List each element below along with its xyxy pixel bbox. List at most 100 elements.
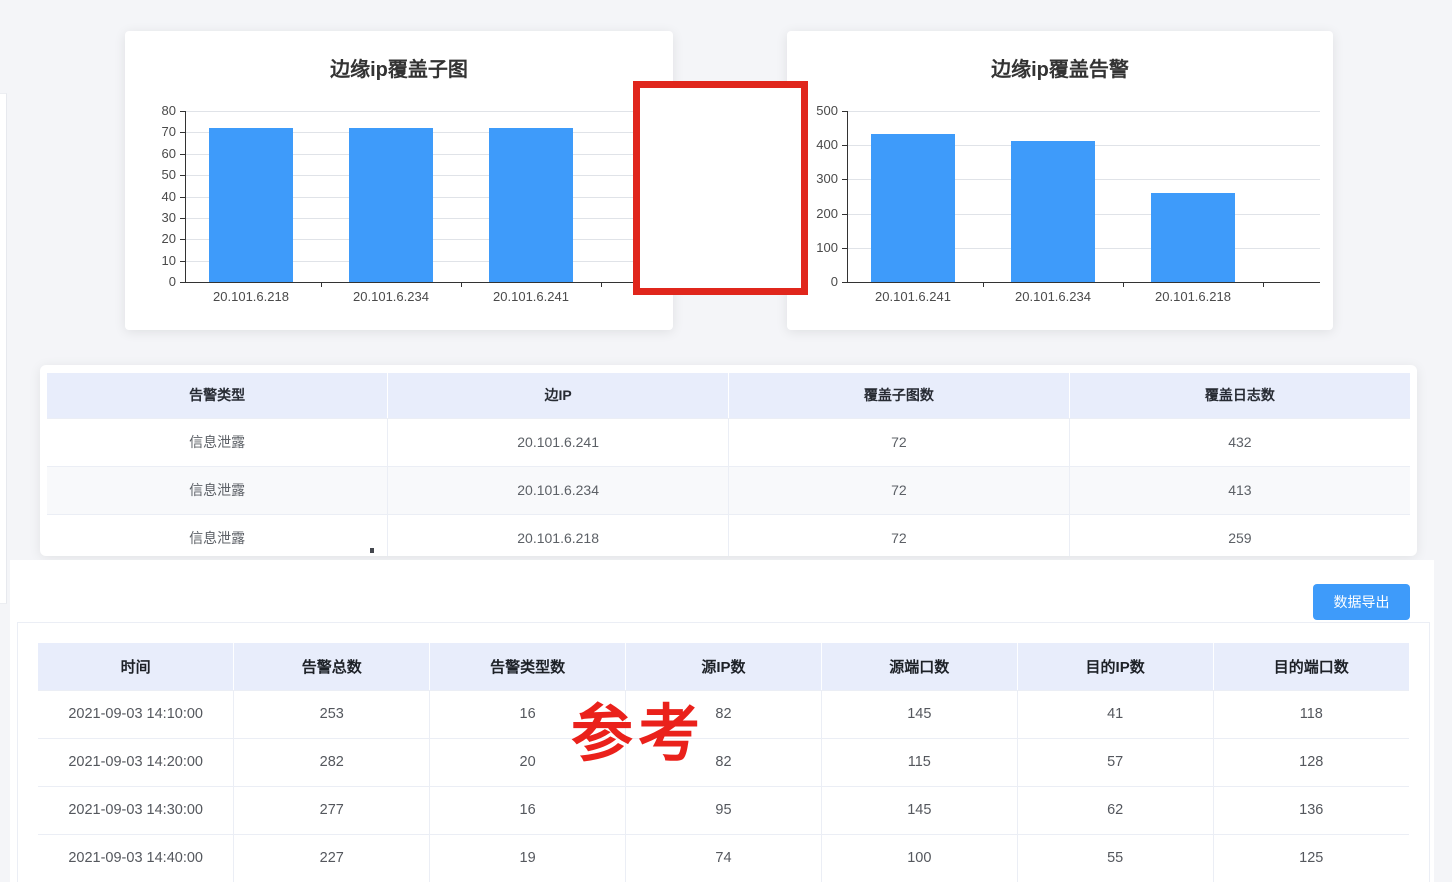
table-cell: 125 — [1213, 834, 1409, 882]
table-cell: 19 — [429, 834, 627, 882]
y-axis-label: 400 — [816, 137, 838, 153]
table-cell: 72 — [728, 418, 1070, 467]
column-header: 覆盖日志数 — [1069, 373, 1410, 419]
table-cell: 282 — [233, 738, 431, 787]
table-cell: 20.101.6.218 — [387, 514, 729, 556]
y-axis-label: 500 — [816, 103, 838, 118]
bar-chart-edge-ip-coverage-alerts[interactable]: 0 100 200 300 400 500 20.101.6.241 20.101.6.234… — [787, 31, 1333, 330]
stats-table: 时间 告警总数 告警类型数 源IP数 源端口数 目的IP数 目的端口数 2021-09-03 … — [38, 643, 1409, 882]
table-cell: 55 — [1017, 834, 1214, 882]
x-axis-label: 20.101.6.241 — [493, 289, 569, 304]
column-header: 目的端口数 — [1213, 643, 1409, 691]
x-axis-tick — [1263, 282, 1264, 287]
table-cell: 136 — [1213, 786, 1409, 835]
column-header: 源IP数 — [625, 643, 822, 691]
table-row: 信息泄露 20.101.6.234 72 413 — [47, 466, 1410, 515]
x-axis-label: 20.101.6.234 — [1015, 289, 1091, 304]
table-cell: 118 — [1213, 690, 1409, 739]
column-header: 时间 — [38, 643, 235, 691]
table-cell: 16 — [429, 690, 627, 739]
table-row: 2021-09-03 14:20:00 282 20 82 115 57 128 — [38, 738, 1409, 787]
table-cell: 253 — [233, 690, 431, 739]
x-axis-label: 20.101.6.234 — [353, 289, 429, 304]
table-cell: 2021-09-03 14:40:00 — [38, 834, 235, 882]
bar-chart-edge-ip-coverage-subgraph[interactable]: 0 10 20 30 40 50 60 70 80 20.101.6.218 20.101.6.23… — [125, 31, 673, 330]
export-data-button[interactable]: 数据导出 — [1313, 584, 1410, 620]
column-header: 告警类型数 — [429, 643, 627, 691]
table-cell: 115 — [821, 738, 1018, 787]
y-axis-label: 70 — [161, 124, 176, 140]
table-cell: 128 — [1213, 738, 1409, 787]
table-cell: 227 — [233, 834, 431, 882]
column-header: 源端口数 — [821, 643, 1018, 691]
x-axis-line — [847, 282, 1320, 283]
table-cell: 72 — [728, 466, 1070, 515]
y-axis-label: 0 — [830, 274, 838, 289]
table-cell: 259 — [1069, 514, 1410, 556]
y-axis-tick — [180, 239, 185, 241]
y-axis-tick — [180, 260, 185, 262]
x-axis-label: 20.101.6.241 — [875, 289, 951, 304]
y-axis-tick — [180, 111, 185, 112]
chart-title: 边缘ip覆盖告警 — [991, 59, 1129, 81]
table-cell: 2021-09-03 14:10:00 — [38, 690, 235, 739]
table-cell: 62 — [1017, 786, 1214, 835]
table-row: 2021-09-03 14:10:00 253 16 82 145 41 118 — [38, 690, 1409, 739]
x-axis-label: 20.101.6.218 — [213, 289, 289, 304]
annotation-redaction-box — [633, 81, 808, 295]
y-axis-line — [847, 111, 848, 282]
y-axis-label: 50 — [161, 167, 176, 183]
bar[interactable] — [349, 128, 433, 282]
column-header: 告警类型 — [47, 373, 389, 419]
y-axis-label: 300 — [816, 171, 838, 187]
y-axis-label: 20 — [161, 231, 176, 247]
coverage-table: 告警类型 边IP 覆盖子图数 覆盖日志数 信息泄露 20.101.6.241 72 432 信息… — [47, 373, 1410, 556]
annotation-watermark-text: 参考 — [571, 700, 706, 769]
table-cell: 57 — [1017, 738, 1214, 787]
gridline — [847, 111, 1320, 112]
y-axis-label: 80 — [161, 103, 176, 118]
column-header: 边IP — [387, 373, 729, 419]
y-axis-label: 10 — [161, 252, 176, 268]
y-axis-tick — [180, 217, 185, 219]
table-cell: 2021-09-03 14:30:00 — [38, 786, 235, 835]
table-cell: 432 — [1069, 418, 1410, 467]
table-cell: 信息泄露 — [47, 514, 389, 556]
table-cell: 74 — [625, 834, 822, 882]
bar[interactable] — [871, 134, 955, 282]
table-cell: 145 — [821, 690, 1018, 739]
table-cell: 145 — [821, 786, 1018, 835]
bar[interactable] — [489, 128, 573, 282]
table-cell: 82 — [625, 738, 822, 787]
y-axis-tick — [180, 175, 185, 177]
x-axis-line — [185, 282, 660, 283]
y-axis-tick — [180, 196, 185, 198]
table-row: 2021-09-03 14:40:00 227 19 74 100 55 125 — [38, 834, 1409, 882]
stats-panel: 数据导出 时间 告警总数 告警类型数 源IP数 源端口数 目的IP数 目的端口数 2021-0… — [10, 560, 1434, 882]
bar[interactable] — [1151, 193, 1235, 282]
chart-card-edge-ip-coverage-alerts: 边缘ip覆盖告警 0 100 200 300 400 500 20.101.6.241 20.… — [787, 31, 1333, 330]
bar[interactable] — [209, 128, 293, 282]
table-row: 信息泄露 20.101.6.241 72 432 — [47, 418, 1410, 467]
x-axis-tick — [1123, 282, 1124, 287]
table-cell: 41 — [1017, 690, 1214, 739]
column-header: 告警总数 — [233, 643, 431, 691]
table-row: 信息泄露 20.101.6.218 72 259 — [47, 514, 1410, 556]
bar[interactable] — [1011, 140, 1095, 282]
y-axis-label: 60 — [161, 145, 176, 161]
y-axis-label: 200 — [816, 205, 838, 221]
stats-table-wrap: 时间 告警总数 告警类型数 源IP数 源端口数 目的IP数 目的端口数 2021-09-03 … — [38, 643, 1409, 882]
y-axis-label: 40 — [161, 188, 176, 204]
y-axis-tick — [842, 247, 847, 249]
column-header: 覆盖子图数 — [728, 373, 1070, 419]
table-cell: 20.101.6.241 — [387, 418, 729, 467]
left-edge-panel — [0, 93, 7, 604]
gridline — [185, 111, 660, 112]
table-cell: 413 — [1069, 466, 1410, 515]
table-cell: 95 — [625, 786, 822, 835]
y-axis-label: 0 — [168, 274, 176, 289]
cursor-artifact — [370, 548, 374, 553]
table-cell: 20.101.6.234 — [387, 466, 729, 515]
x-axis-tick — [461, 282, 462, 287]
